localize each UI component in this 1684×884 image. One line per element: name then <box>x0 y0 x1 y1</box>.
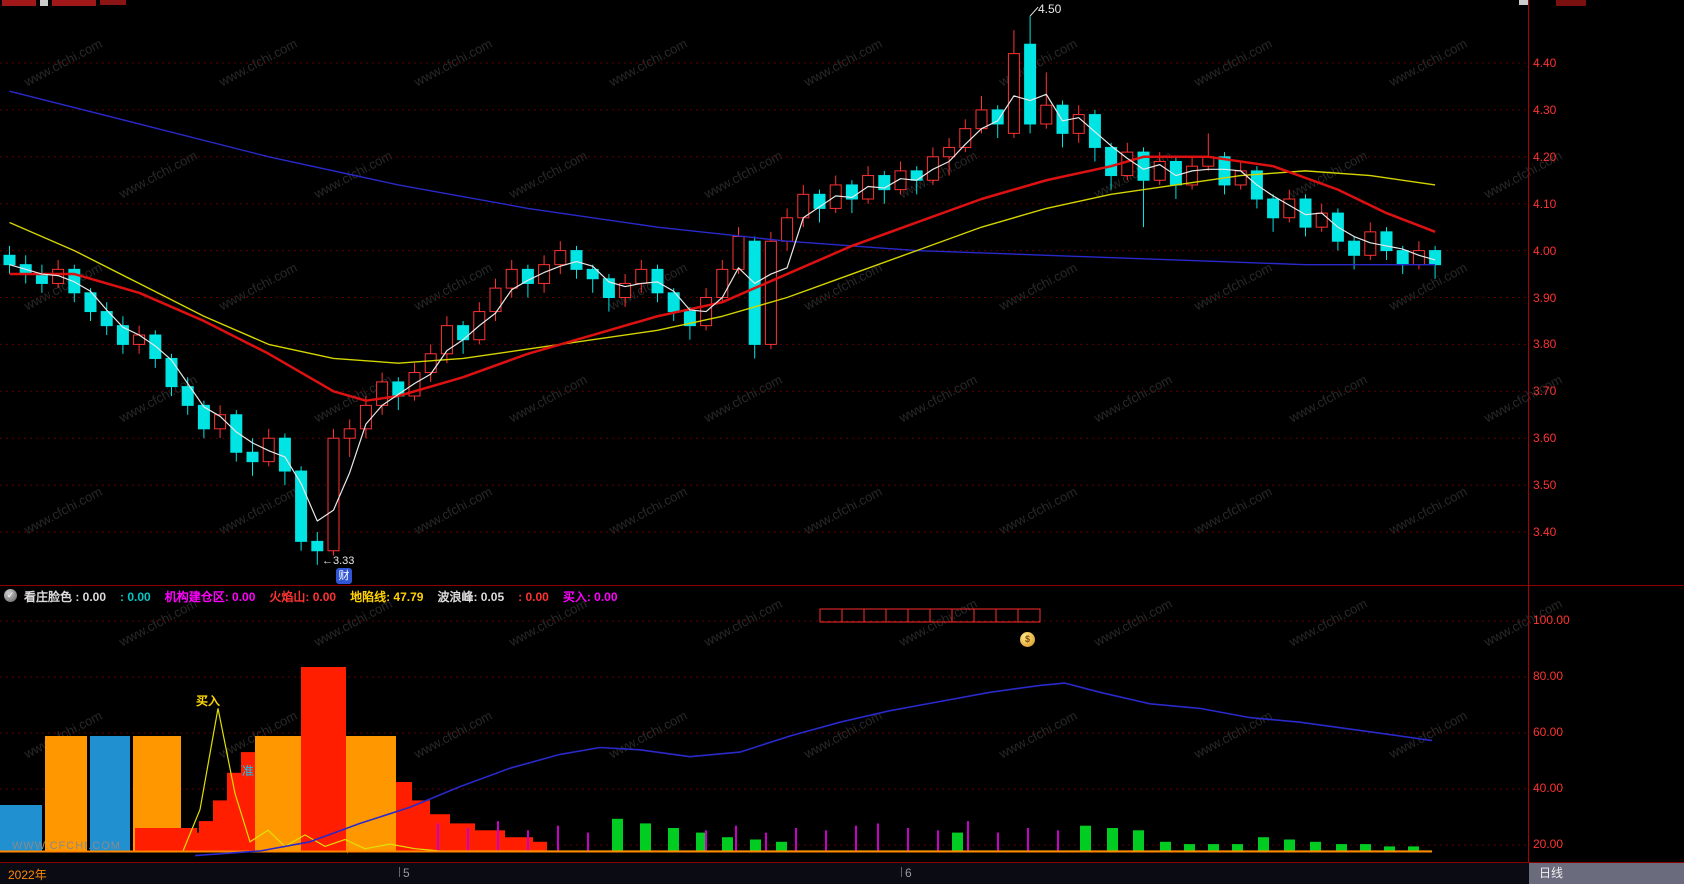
price-axis-label: 3.70 <box>1533 384 1557 399</box>
year-label: 2022年 <box>8 868 47 882</box>
buy-signal-label: 买入 <box>196 694 221 708</box>
indicator-chart[interactable] <box>0 608 1528 858</box>
clipped-edge-fragment <box>1556 0 1586 6</box>
corner-watermark: WWW.CFCHI.COM <box>12 840 121 852</box>
price-axis-label: 3.50 <box>1533 478 1557 493</box>
indicator-axis-label: 60.00 <box>1533 725 1564 739</box>
indicator-value-segment: 波浪峰: 0.05 <box>437 590 505 604</box>
indicator-value-segment: 地陷线: 47.79 <box>350 590 424 604</box>
indicator-toggle-icon[interactable]: ✓ <box>4 589 17 602</box>
up-arrow-marker: ↑ <box>344 841 351 856</box>
indicator-value-segment: 机构建仓区: 0.00 <box>164 590 256 604</box>
low-price-label: ←3.33 <box>322 555 355 567</box>
indicator-axis-label: 40.00 <box>1533 781 1564 795</box>
indicator-axis-label: 100.00 <box>1533 613 1570 627</box>
panel-separator <box>0 585 1684 586</box>
indicator-value-segment: : 0.00 <box>120 590 151 604</box>
clipped-edge-fragment <box>100 0 126 5</box>
clipped-edge-fragment <box>52 0 96 6</box>
month-tick: 6 <box>901 866 912 880</box>
indicator-label-bar: ✓ 看庄脸色 : 0.00 : 0.00 机构建仓区: 0.00 火焰山: 0.00 地… <box>0 587 1528 607</box>
price-axis-label: 4.20 <box>1533 149 1557 164</box>
peak-price-label: 4.50 <box>1038 2 1062 16</box>
ready-label: 准 <box>242 764 255 778</box>
indicator-values: 看庄脸色 : 0.00 : 0.00 机构建仓区: 0.00 火焰山: 0.00 地陷线… <box>24 588 632 605</box>
indicator-value-segment: : 0.00 <box>518 590 549 604</box>
lower-indicator-panel[interactable] <box>0 608 1528 858</box>
month-tick: 5 <box>399 866 410 880</box>
money-bag-icon: $ <box>1020 632 1035 647</box>
clipped-edge-fragment <box>2 0 36 6</box>
indicator-value-segment: 火焰山: 0.00 <box>269 590 337 604</box>
indicator-value-segment: 买入: 0.00 <box>562 590 618 604</box>
price-axis-label: 3.80 <box>1533 337 1557 352</box>
clipped-edge-fragment <box>1519 0 1528 5</box>
bottom-date-bar[interactable]: 2022年 5 6 日线 <box>0 863 1684 884</box>
price-axis-label: 3.60 <box>1533 431 1557 446</box>
price-axis-label: 3.90 <box>1533 290 1557 305</box>
price-axis-label: 4.40 <box>1533 56 1557 70</box>
indicator-value-segment: 看庄脸色 : 0.00 <box>24 590 107 604</box>
main-chart-panel[interactable] <box>0 0 1528 585</box>
price-axis-label: 4.10 <box>1533 196 1557 211</box>
price-axis-label: 4.30 <box>1533 102 1557 117</box>
clipped-edge-fragment <box>40 0 48 6</box>
axis-separator <box>1528 0 1529 862</box>
bottombar-separator <box>0 862 1684 863</box>
period-selector[interactable]: 日线 <box>1529 863 1684 884</box>
price-axis-label: 3.40 <box>1533 525 1557 539</box>
indicator-axis-label: 20.00 <box>1533 837 1564 851</box>
candlestick-chart[interactable] <box>0 0 1528 585</box>
price-axis-label: 4.00 <box>1533 243 1557 258</box>
cai-badge: 财 <box>336 568 352 584</box>
indicator-axis-label: 80.00 <box>1533 669 1564 683</box>
